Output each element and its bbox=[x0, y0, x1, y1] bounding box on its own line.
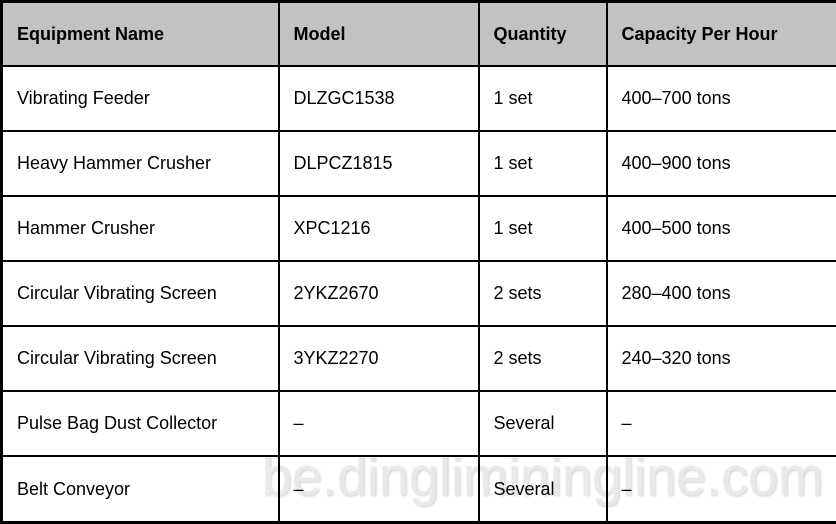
table-row: Circular Vibrating Screen 2YKZ2670 2 set… bbox=[0, 260, 836, 327]
header-row: Equipment Name Model Quantity Capacity P… bbox=[0, 0, 836, 67]
cell-quantity: 2 sets bbox=[477, 325, 608, 392]
cell-quantity: Several bbox=[477, 455, 608, 524]
cell-model: 3YKZ2270 bbox=[277, 325, 480, 392]
cell-quantity: 1 set bbox=[477, 130, 608, 197]
cell-equipment-name: Heavy Hammer Crusher bbox=[0, 130, 280, 197]
cell-equipment-name: Hammer Crusher bbox=[0, 195, 280, 262]
cell-equipment-name: Circular Vibrating Screen bbox=[0, 325, 280, 392]
cell-quantity: 1 set bbox=[477, 195, 608, 262]
cell-model: 2YKZ2670 bbox=[277, 260, 480, 327]
cell-capacity: 400–900 tons bbox=[605, 130, 836, 197]
cell-capacity: 400–500 tons bbox=[605, 195, 836, 262]
cell-equipment-name: Belt Conveyor bbox=[0, 455, 280, 524]
cell-capacity: – bbox=[605, 390, 836, 457]
table-row: Hammer Crusher XPC1216 1 set 400–500 ton… bbox=[0, 195, 836, 262]
table-row: Vibrating Feeder DLZGC1538 1 set 400–700… bbox=[0, 65, 836, 132]
cell-capacity: 400–700 tons bbox=[605, 65, 836, 132]
column-header-capacity: Capacity Per Hour bbox=[605, 0, 836, 67]
cell-capacity: 240–320 tons bbox=[605, 325, 836, 392]
table-row: Heavy Hammer Crusher DLPCZ1815 1 set 400… bbox=[0, 130, 836, 197]
cell-equipment-name: Vibrating Feeder bbox=[0, 65, 280, 132]
column-header-quantity: Quantity bbox=[477, 0, 608, 67]
cell-capacity: 280–400 tons bbox=[605, 260, 836, 327]
cell-model: – bbox=[277, 390, 480, 457]
cell-model: XPC1216 bbox=[277, 195, 480, 262]
table-row: Pulse Bag Dust Collector – Several – bbox=[0, 390, 836, 457]
cell-quantity: 2 sets bbox=[477, 260, 608, 327]
table-row: Circular Vibrating Screen 3YKZ2270 2 set… bbox=[0, 325, 836, 392]
cell-model: DLZGC1538 bbox=[277, 65, 480, 132]
cell-equipment-name: Circular Vibrating Screen bbox=[0, 260, 280, 327]
table-row: Belt Conveyor – Several – bbox=[0, 455, 836, 524]
column-header-model: Model bbox=[277, 0, 480, 67]
cell-quantity: Several bbox=[477, 390, 608, 457]
cell-equipment-name: Pulse Bag Dust Collector bbox=[0, 390, 280, 457]
cell-model: DLPCZ1815 bbox=[277, 130, 480, 197]
column-header-equipment-name: Equipment Name bbox=[0, 0, 280, 67]
cell-model: – bbox=[277, 455, 480, 524]
cell-quantity: 1 set bbox=[477, 65, 608, 132]
cell-capacity: – bbox=[605, 455, 836, 524]
